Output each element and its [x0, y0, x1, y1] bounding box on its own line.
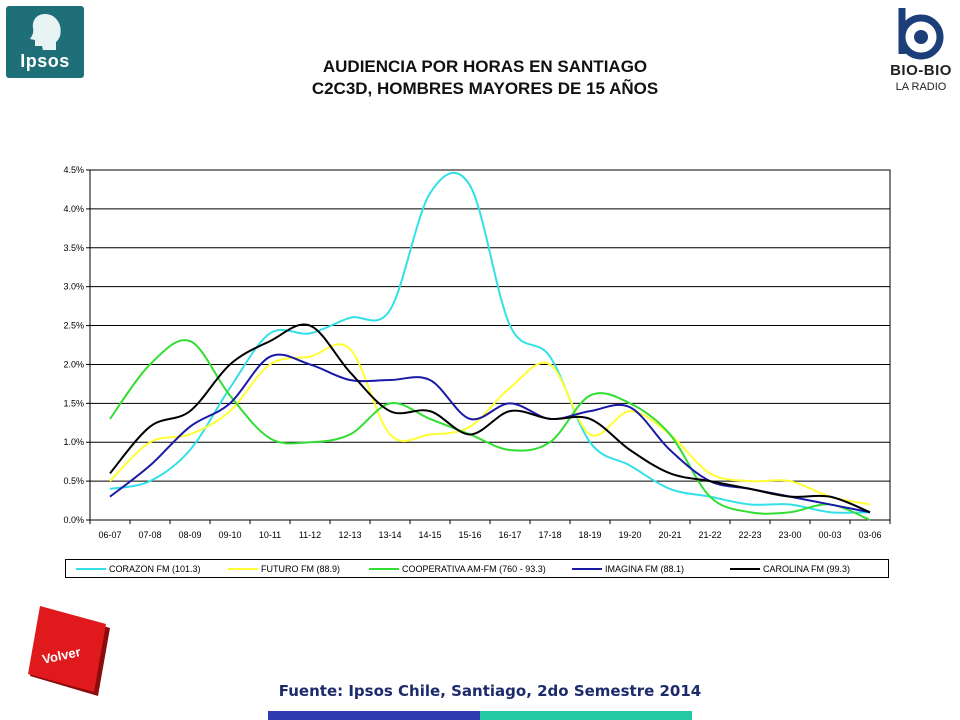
plot-area	[89, 169, 891, 521]
x-tick-label: 18-19	[578, 530, 601, 540]
y-tick-label: 3.5%	[63, 243, 84, 253]
legend-item: IMAGINA FM (88.1)	[572, 560, 684, 577]
biobio-logo-sub: LA RADIO	[895, 81, 947, 93]
y-tick-label: 1.5%	[63, 398, 84, 408]
line-chart: 0.0% 0.5% 1.0% 1.5% 2.0% 2.5% 3.0% 3.5% 4.0% 4.5%…	[63, 165, 891, 540]
legend-swatch	[76, 567, 106, 570]
x-tick-label: 10-11	[259, 530, 281, 540]
y-tick-label: 4.0%	[63, 204, 84, 214]
legend-label: CORAZON FM (101.3)	[109, 563, 201, 574]
biobio-emblem-icon	[898, 8, 944, 60]
title-line-1: AUDIENCIA POR HORAS EN SANTIAGO	[322, 57, 648, 76]
x-tick-label: 09-10	[218, 530, 241, 540]
ipsos-logo-text: Ipsos	[20, 51, 70, 71]
series-line-4	[109, 323, 871, 514]
x-tick-label: 22-23	[738, 530, 761, 540]
y-tick-label: 0.0%	[63, 515, 84, 525]
x-tick-label: 15-16	[458, 530, 481, 540]
x-tick-label: 20-21	[658, 530, 681, 540]
x-tick-label: 17-18	[538, 530, 561, 540]
x-tick-label: 07-08	[138, 530, 161, 540]
series-line-0	[109, 171, 871, 514]
profile-head-icon	[30, 14, 61, 50]
x-tick-label: 19-20	[618, 530, 641, 540]
y-tick-label: 4.5%	[63, 165, 84, 175]
y-tick-label: 0.5%	[63, 476, 84, 486]
legend-swatch	[369, 567, 399, 570]
y-tick-label: 2.5%	[63, 321, 84, 331]
y-tick-label: 1.0%	[63, 437, 84, 447]
x-tick-label: 21-22	[698, 530, 721, 540]
series-line-2	[109, 339, 871, 521]
biobio-logo: BIO-BIO LA RADIO	[888, 4, 954, 104]
x-tick-label: 13-14	[378, 530, 401, 540]
legend-swatch	[228, 567, 258, 570]
legend-label: CAROLINA FM (99.3)	[763, 563, 851, 574]
x-tick-label: 00-03	[818, 530, 841, 540]
legend-swatch	[730, 567, 760, 570]
x-tick-label: 06-07	[98, 530, 121, 540]
y-tick-label: 2.0%	[63, 359, 84, 369]
x-tick-label: 14-15	[418, 530, 441, 540]
title-line-2: C2C3D, HOMBRES MAYORES DE 15 AÑOS	[311, 79, 659, 98]
ipsos-logo: Ipsos	[6, 6, 84, 78]
legend-label: COOPERATIVA AM-FM (760 - 93.3)	[402, 563, 546, 574]
x-tick-label: 03-06	[858, 530, 881, 540]
x-tick-label: 11-12	[299, 530, 321, 540]
footer-bar-teal	[480, 711, 692, 720]
x-tick-label: 16-17	[498, 530, 521, 540]
legend-swatch	[572, 567, 602, 570]
x-tick-label: 12-13	[338, 530, 361, 540]
x-tick-label: 23-00	[778, 530, 801, 540]
source-note: Fuente: Ipsos Chile, Santiago, 2do Semes…	[278, 682, 702, 700]
x-tick-label: 08-09	[178, 530, 201, 540]
chart-legend: CORAZON FM (101.3) FUTURO FM (88.9) COOPER…	[65, 559, 889, 578]
footer-bar-blue	[268, 711, 480, 720]
legend-label: FUTURO FM (88.9)	[261, 563, 341, 574]
volver-button[interactable]: Volver	[28, 604, 112, 700]
legend-label: IMAGINA FM (88.1)	[605, 563, 685, 574]
volver-shape-icon	[28, 606, 110, 696]
biobio-logo-name: BIO-BIO	[890, 62, 952, 79]
chart-title: AUDIENCIA POR HORAS EN SANTIAGO C2C3D, H…	[190, 56, 780, 100]
legend-item: CORAZON FM (101.3)	[76, 560, 201, 577]
y-tick-label: 3.0%	[63, 282, 84, 292]
legend-item: CAROLINA FM (99.3)	[730, 560, 850, 577]
legend-item: FUTURO FM (88.9)	[228, 560, 340, 577]
chart-area: 0.0% 0.5% 1.0% 1.5% 2.0% 2.5% 3.0% 3.5% 4.0% 4.5%…	[22, 146, 922, 586]
legend-item: COOPERATIVA AM-FM (760 - 93.3)	[369, 560, 546, 577]
